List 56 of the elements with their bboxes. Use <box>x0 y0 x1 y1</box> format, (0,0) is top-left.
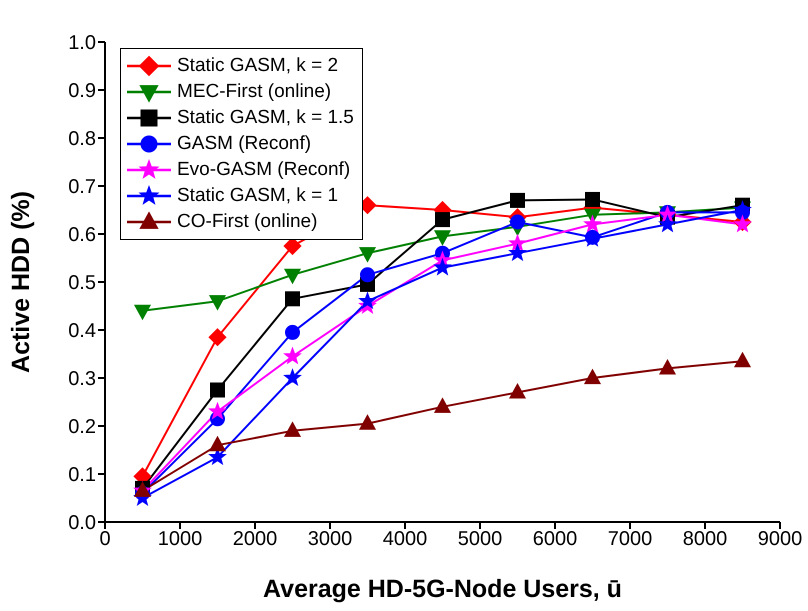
point <box>510 214 525 230</box>
point <box>659 360 676 374</box>
point <box>584 369 601 384</box>
point <box>285 324 300 340</box>
point <box>209 436 226 452</box>
legend-label: GASM (Reconf) <box>177 133 312 155</box>
x-tick-label: 0 <box>99 528 111 550</box>
legend-label: CO-First (online) <box>177 211 318 233</box>
y-tick-label: 0.9 <box>68 80 96 102</box>
x-tick-label: 9000 <box>758 528 802 550</box>
point <box>210 382 225 398</box>
point <box>509 234 526 251</box>
x-tick-label: 1000 <box>158 528 202 550</box>
point <box>359 414 376 430</box>
y-tick-label: 0.5 <box>68 272 96 294</box>
y-tick-label: 0.3 <box>68 368 96 390</box>
point <box>435 212 450 228</box>
y-tick-label: 0.1 <box>68 464 96 486</box>
point <box>584 216 601 232</box>
point <box>284 348 301 364</box>
x-tick-label: 3000 <box>308 528 352 550</box>
point <box>284 369 301 386</box>
x-tick-label: 7000 <box>608 528 652 550</box>
x-tick-label: 2000 <box>232 528 278 550</box>
point <box>510 192 525 208</box>
point <box>208 328 226 346</box>
point <box>734 352 751 368</box>
x-tick-label: 8000 <box>682 528 728 550</box>
legend-label: Evo-GASM (Reconf) <box>177 159 350 181</box>
point <box>585 192 600 207</box>
y-tick-label: 0.4 <box>68 320 96 342</box>
x-tick-label: 4000 <box>382 528 428 550</box>
point <box>434 258 451 275</box>
point <box>659 216 676 232</box>
point <box>209 402 226 419</box>
y-tick-label: 0.6 <box>68 224 96 246</box>
point <box>509 384 526 398</box>
point <box>359 292 376 308</box>
y-tick-label: 0.7 <box>68 176 96 198</box>
point <box>360 267 375 282</box>
y-tick-label: 0.8 <box>68 128 96 150</box>
point <box>434 398 451 413</box>
y-tick-label: 0.0 <box>68 512 96 534</box>
legend-label: Static GASM, k = 2 <box>177 55 338 77</box>
legend-label: Static GASM, k = 1 <box>177 185 338 207</box>
legend-label: MEC-First (online) <box>177 81 332 103</box>
point <box>285 291 300 306</box>
point <box>509 244 526 260</box>
legend-label: Static GASM, k = 1.5 <box>177 107 354 129</box>
x-tick-label: 5000 <box>458 528 502 550</box>
y-tick-label: 0.2 <box>68 416 96 438</box>
x-axis-title: Average HD-5G-Node Users, ū <box>263 575 622 603</box>
y-tick-label: 1.0 <box>68 32 96 54</box>
y-axis-title: Active HDD (%) <box>6 191 35 373</box>
x-tick-label: 6000 <box>532 528 578 550</box>
point <box>284 422 301 437</box>
